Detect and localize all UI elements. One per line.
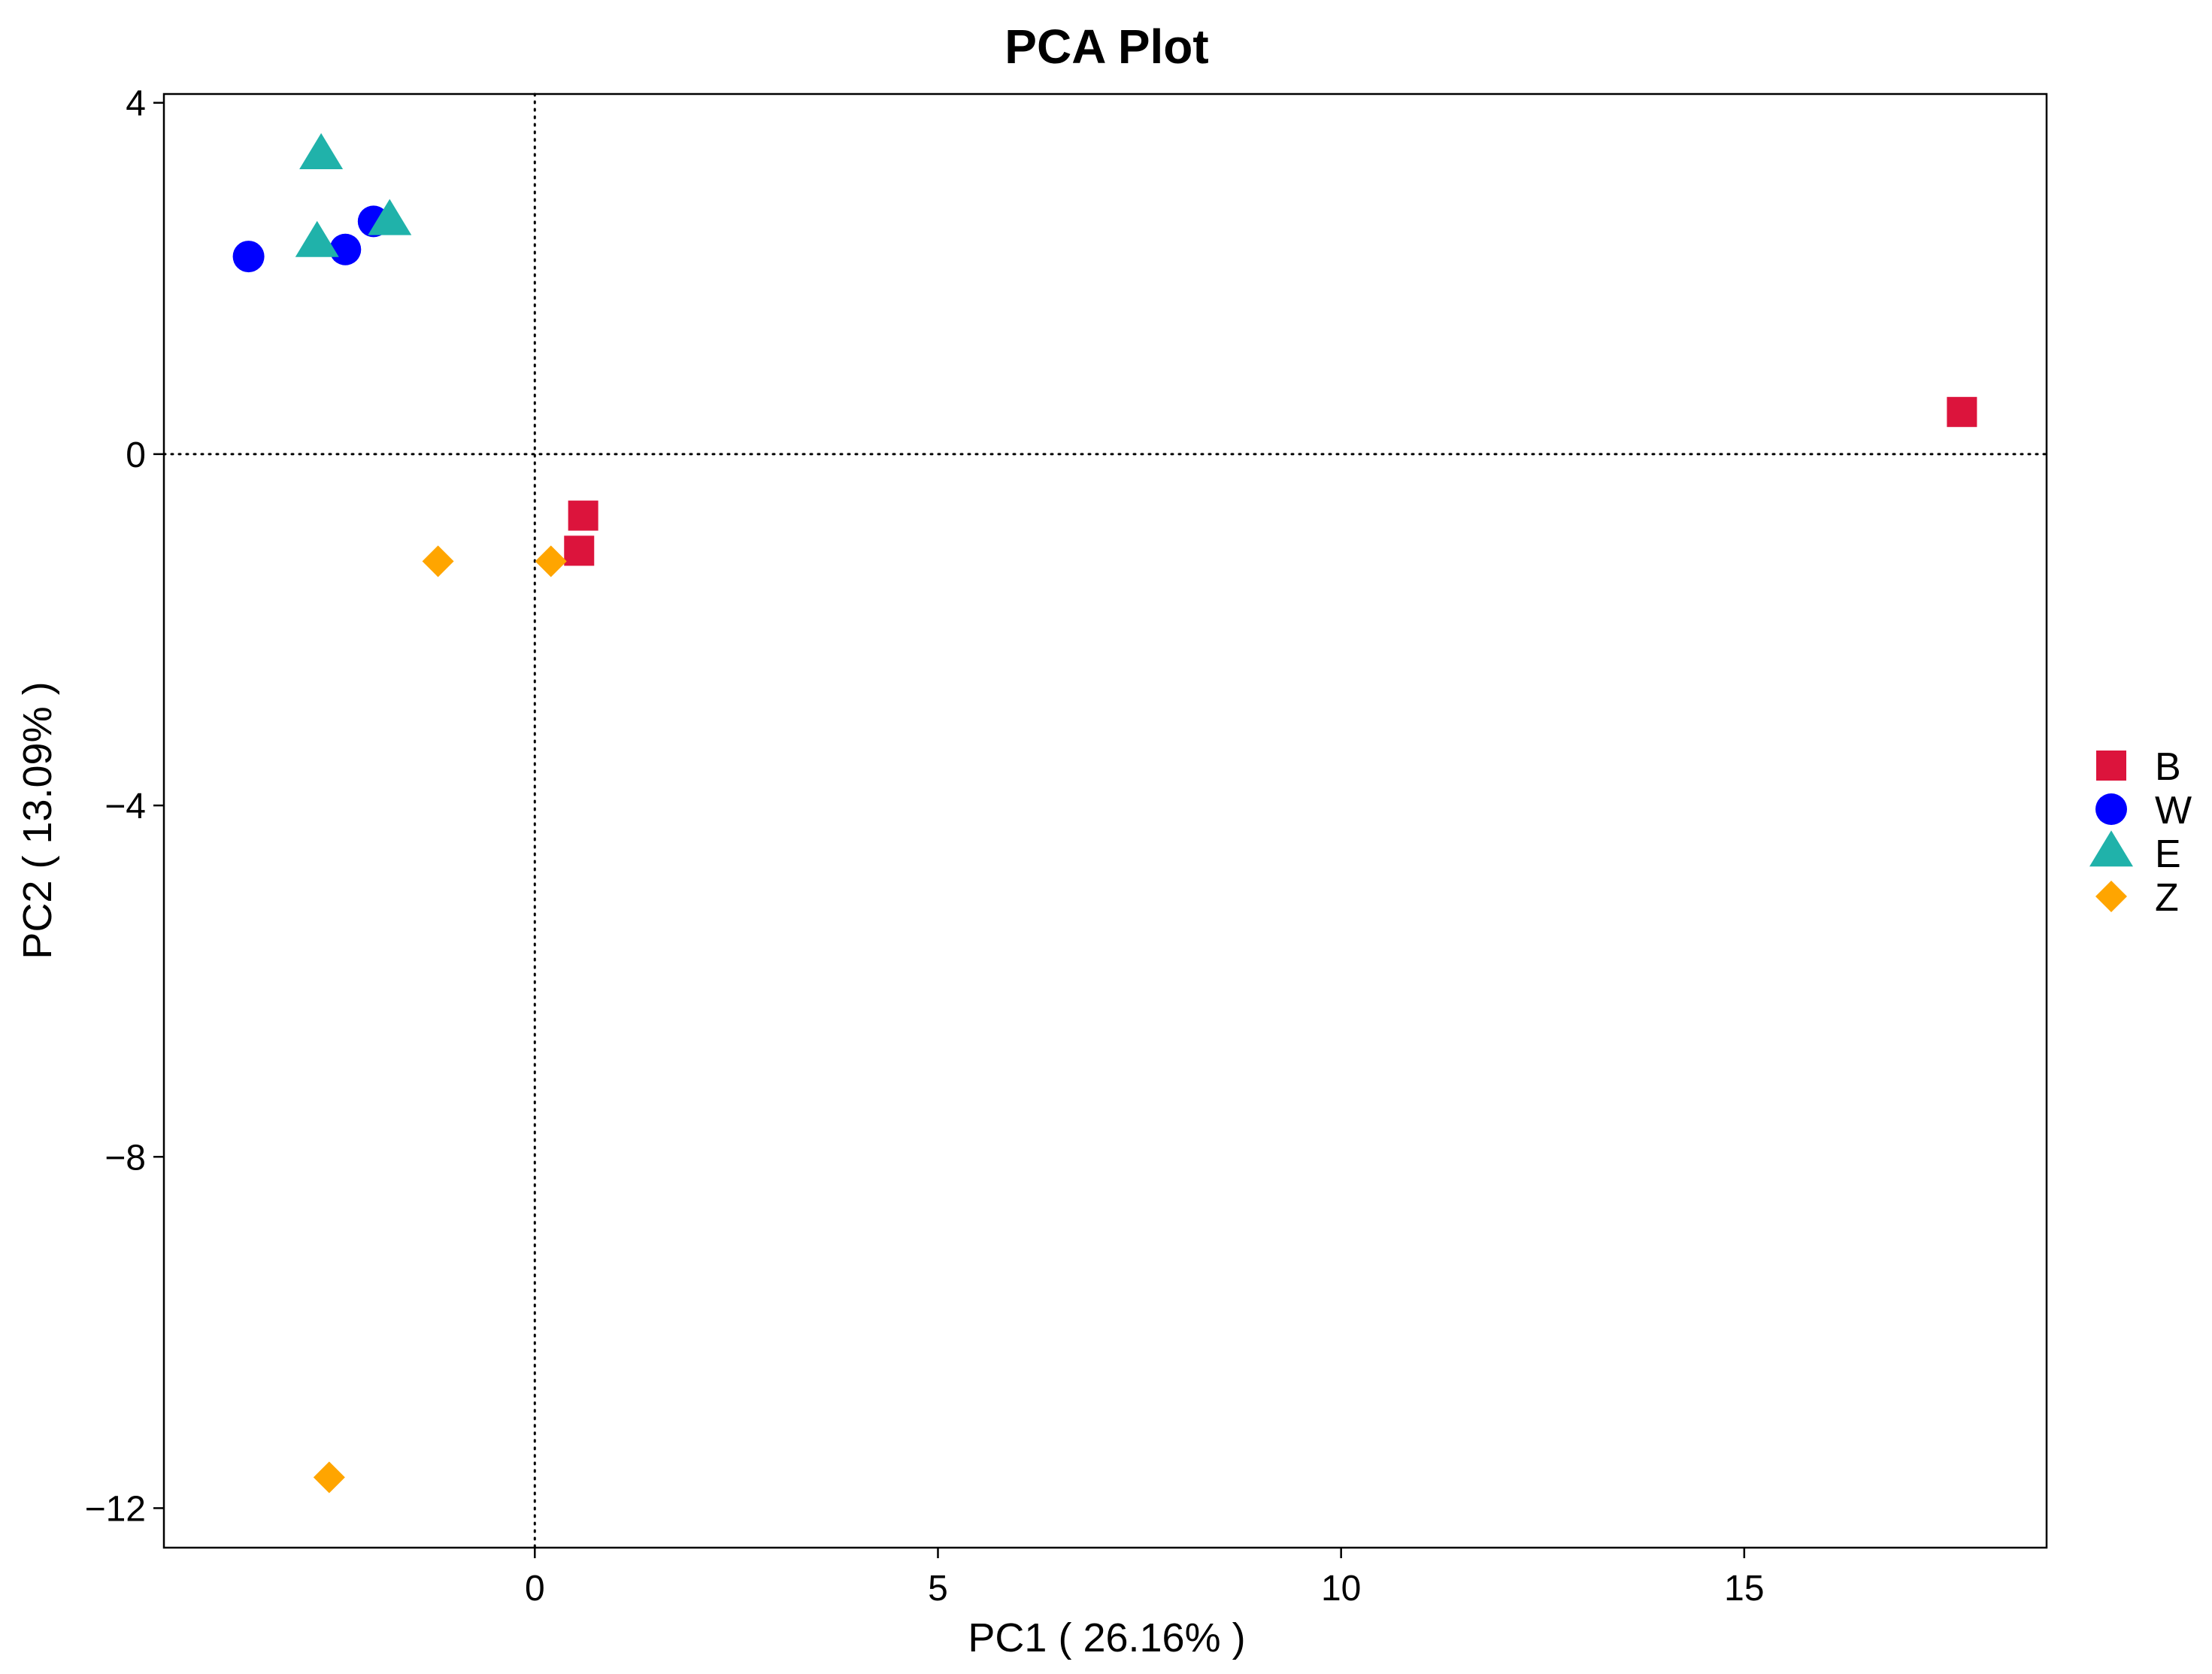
point-w — [232, 241, 265, 273]
x-axis: 0 5 10 15 — [525, 1548, 1765, 1609]
data-points — [232, 132, 1977, 1494]
x-tick-label: 5 — [928, 1569, 948, 1609]
point-z — [313, 1461, 345, 1494]
y-tick-label: −8 — [105, 1138, 146, 1178]
y-tick-label: −4 — [105, 787, 146, 826]
point-e — [299, 132, 344, 169]
plot-frame — [162, 92, 2048, 1549]
legend-item-z: Z — [2095, 876, 2179, 920]
legend-marker-z — [2095, 881, 2127, 912]
point-b — [564, 535, 595, 566]
point-w — [329, 233, 362, 265]
legend-marker-e — [2089, 830, 2133, 867]
series-b — [564, 396, 1977, 566]
y-axis: 4 0 −4 −8 −12 — [85, 84, 164, 1529]
x-axis-label: PC1 ( 26.16% ) — [968, 1615, 1245, 1660]
legend-item-e: E — [2089, 830, 2181, 876]
legend-label: Z — [2155, 876, 2179, 920]
legend-item-b: B — [2096, 745, 2181, 789]
point-e — [295, 220, 339, 257]
series-e — [295, 132, 412, 257]
y-tick-label: −12 — [85, 1489, 146, 1529]
y-tick-label: 4 — [126, 84, 146, 124]
chart-title: PCA Plot — [1004, 20, 1208, 74]
point-b — [1947, 396, 1977, 427]
x-tick-label: 10 — [1321, 1569, 1361, 1609]
x-tick-label: 0 — [525, 1569, 545, 1609]
series-z — [313, 545, 567, 1494]
x-tick-label: 15 — [1724, 1569, 1764, 1609]
y-tick-label: 0 — [126, 435, 146, 475]
point-b — [568, 500, 598, 531]
point-z — [422, 545, 454, 578]
point-z — [535, 545, 567, 578]
legend-label: W — [2155, 789, 2192, 832]
plot-area — [162, 92, 2048, 1549]
legend-marker-w — [2095, 793, 2127, 825]
reference-lines — [162, 92, 2048, 1549]
y-axis-label: PC2 ( 13.09% ) — [15, 681, 60, 959]
legend-label: B — [2155, 745, 2181, 789]
legend-label: E — [2155, 832, 2181, 876]
point-e — [368, 199, 412, 235]
legend-item-w: W — [2095, 789, 2192, 832]
legend-marker-b — [2096, 751, 2126, 781]
